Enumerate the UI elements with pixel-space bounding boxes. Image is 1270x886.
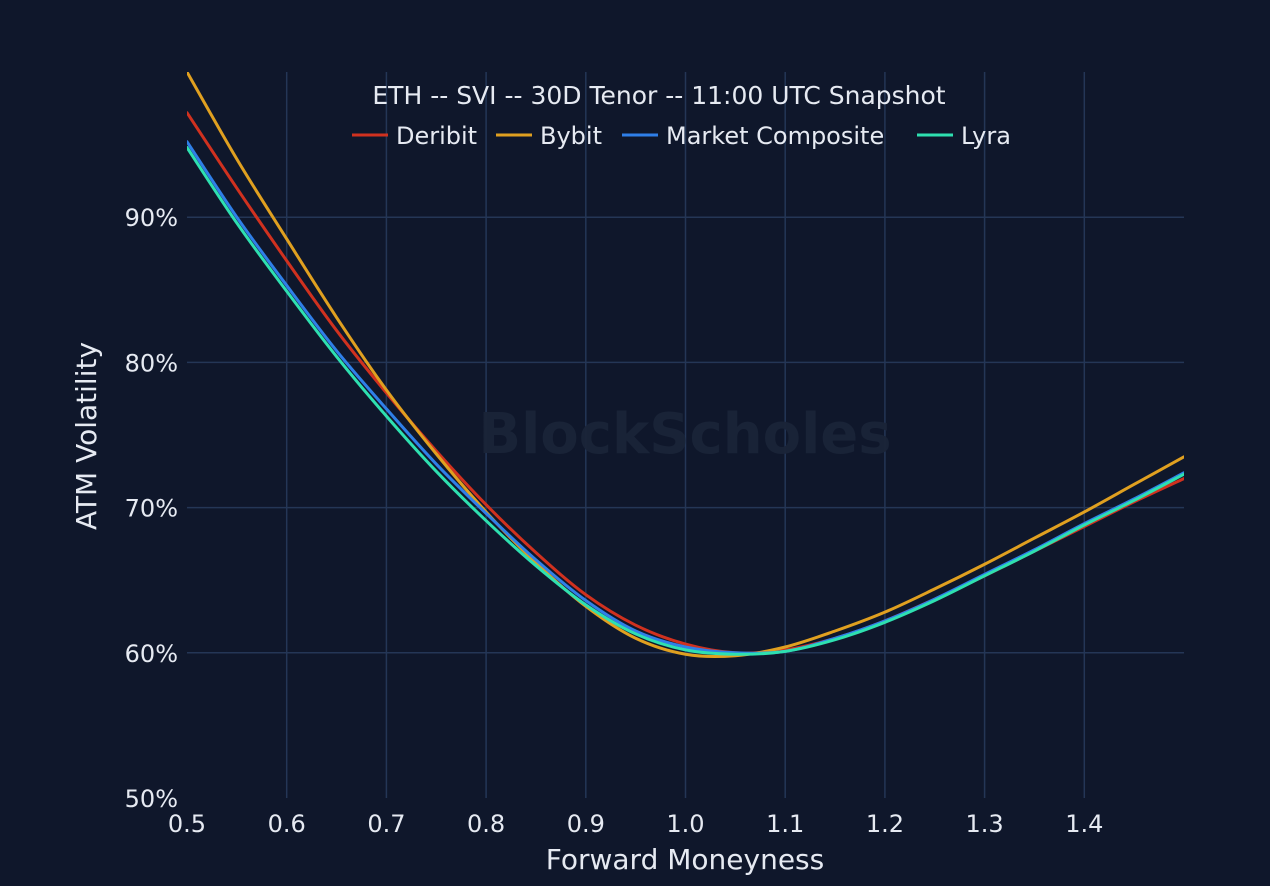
y-tick-label: 70% [125,495,178,523]
legend-item-lyra: Lyra [917,122,1011,150]
legend: Deribit Bybit Market Composite Lyra [352,122,1011,150]
x-tick-label: 1.2 [866,810,904,838]
x-axis-tick-labels: 0.5 0.6 0.7 0.8 0.9 1.0 1.1 1.2 1.3 1.4 [168,810,1103,838]
x-tick-label: 0.8 [467,810,505,838]
legend-label: Deribit [396,122,477,150]
series-lines [187,72,1184,659]
legend-label: Market Composite [666,122,884,150]
series-line-lyra [187,146,1184,656]
series-line-bybit [187,72,1184,659]
y-tick-label: 60% [125,640,178,668]
legend-label: Bybit [540,122,602,150]
x-tick-label: 1.4 [1065,810,1103,838]
x-tick-label: 0.6 [268,810,306,838]
x-tick-label: 1.1 [766,810,804,838]
legend-item-deribit: Deribit [352,122,477,150]
legend-item-market-composite: Market Composite [622,122,884,150]
x-tick-label: 0.7 [367,810,405,838]
y-axis-label: ATM Volatility [70,342,103,530]
x-tick-label: 0.5 [168,810,206,838]
watermark: BlockScholes [478,402,891,467]
x-tick-label: 0.9 [567,810,605,838]
chart-title: ETH -- SVI -- 30D Tenor -- 11:00 UTC Sna… [372,81,945,110]
x-tick-label: 1.0 [666,810,704,838]
y-tick-label: 80% [125,349,178,377]
y-axis-tick-labels: 50% 60% 70% 80% 90% [125,204,178,813]
x-tick-label: 1.3 [966,810,1004,838]
x-axis-label: Forward Moneyness [546,843,824,876]
legend-item-bybit: Bybit [496,122,602,150]
legend-label: Lyra [961,122,1011,150]
y-tick-label: 50% [125,785,178,813]
y-tick-label: 90% [125,204,178,232]
